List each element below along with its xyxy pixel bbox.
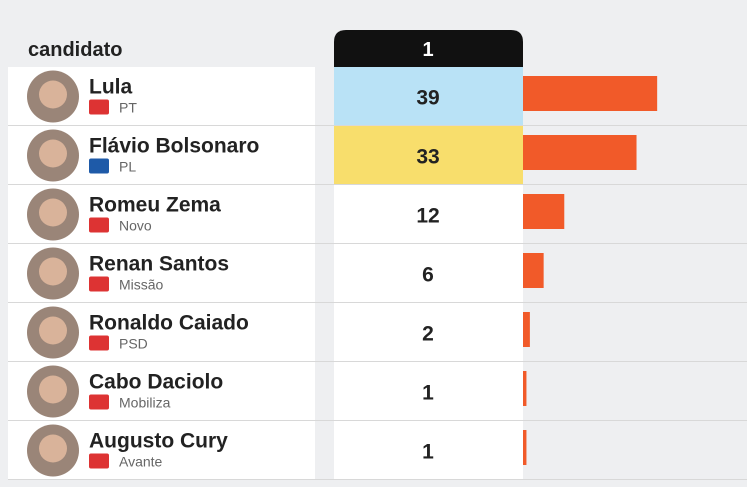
- party-logo: [89, 335, 109, 351]
- value-cell: [334, 244, 523, 302]
- party-name: PSD: [119, 336, 148, 352]
- avatar-face: [39, 375, 67, 404]
- avatar-face: [39, 257, 67, 286]
- value-cell: [334, 362, 523, 420]
- value-label: 6: [422, 264, 434, 287]
- avatar-face: [39, 316, 67, 345]
- column-header: 1: [422, 39, 433, 61]
- candidate-name: Lula: [89, 76, 132, 99]
- value-label: 39: [416, 87, 439, 110]
- bar: [523, 253, 544, 288]
- candidate-name: Ronaldo Caiado: [89, 312, 249, 335]
- avatar-face: [39, 434, 67, 463]
- party-name: PL: [119, 159, 136, 175]
- candidate-name: Romeu Zema: [89, 194, 221, 217]
- bar: [523, 76, 658, 111]
- bar: [523, 194, 565, 229]
- bar: [523, 135, 637, 170]
- candidate-name: Flávio Bolsonaro: [89, 135, 259, 158]
- value-cell: [334, 303, 523, 361]
- value-label: 12: [416, 205, 439, 228]
- value-label: 1: [422, 441, 434, 464]
- party-logo: [89, 158, 109, 174]
- value-label: 33: [416, 146, 439, 169]
- value-cell: [334, 126, 523, 184]
- party-logo: [89, 217, 109, 233]
- party-logo: [89, 276, 109, 292]
- value-cell: [334, 67, 523, 125]
- candidate-name: Cabo Daciolo: [89, 371, 223, 394]
- row-header: candidato: [28, 39, 122, 61]
- party-logo: [89, 99, 109, 115]
- value-label: 1: [422, 382, 434, 405]
- value-cell: [334, 421, 523, 479]
- value-cell: [334, 185, 523, 243]
- party-name: Avante: [119, 454, 163, 470]
- candidate-name: Augusto Cury: [89, 430, 228, 453]
- column-header-bg: [334, 30, 523, 67]
- party-name: Mobiliza: [119, 395, 171, 411]
- avatar-face: [39, 139, 67, 168]
- party-name: Missão: [119, 277, 164, 293]
- party-logo: [89, 453, 109, 469]
- bar: [523, 312, 530, 347]
- bar: [523, 430, 527, 465]
- bar: [523, 371, 527, 406]
- avatar-face: [39, 198, 67, 227]
- candidate-name: Renan Santos: [89, 253, 229, 276]
- value-label: 2: [422, 323, 434, 346]
- party-name: PT: [119, 100, 137, 116]
- party-logo: [89, 394, 109, 410]
- party-name: Novo: [119, 218, 152, 234]
- avatar-face: [39, 80, 67, 109]
